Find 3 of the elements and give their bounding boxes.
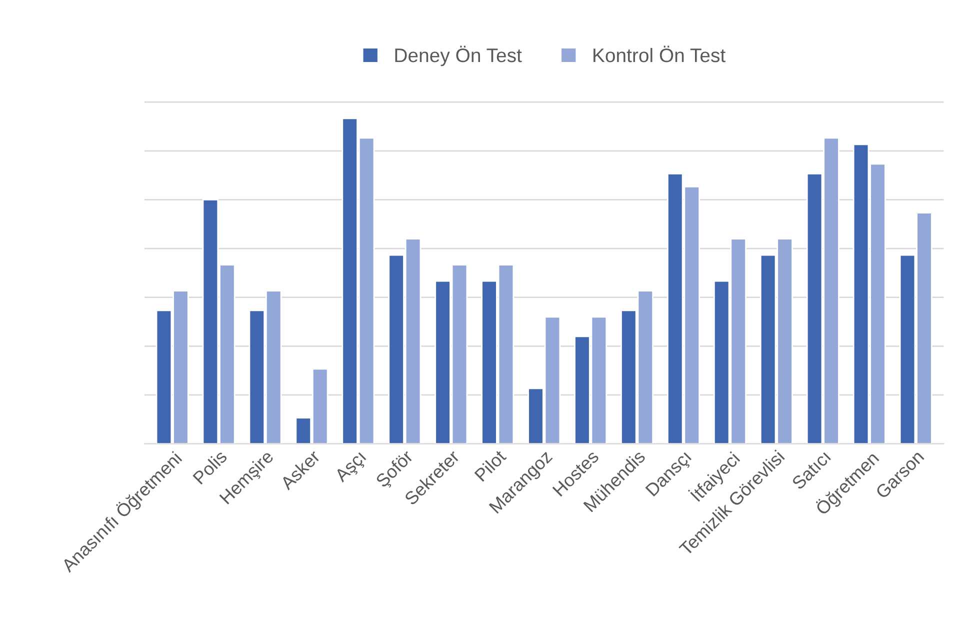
legend-label: Deney Ön Test	[395, 46, 522, 66]
legend-label: Kontrol Ön Test	[594, 46, 726, 62]
x-tick-label: Aşçı	[334, 450, 369, 486]
